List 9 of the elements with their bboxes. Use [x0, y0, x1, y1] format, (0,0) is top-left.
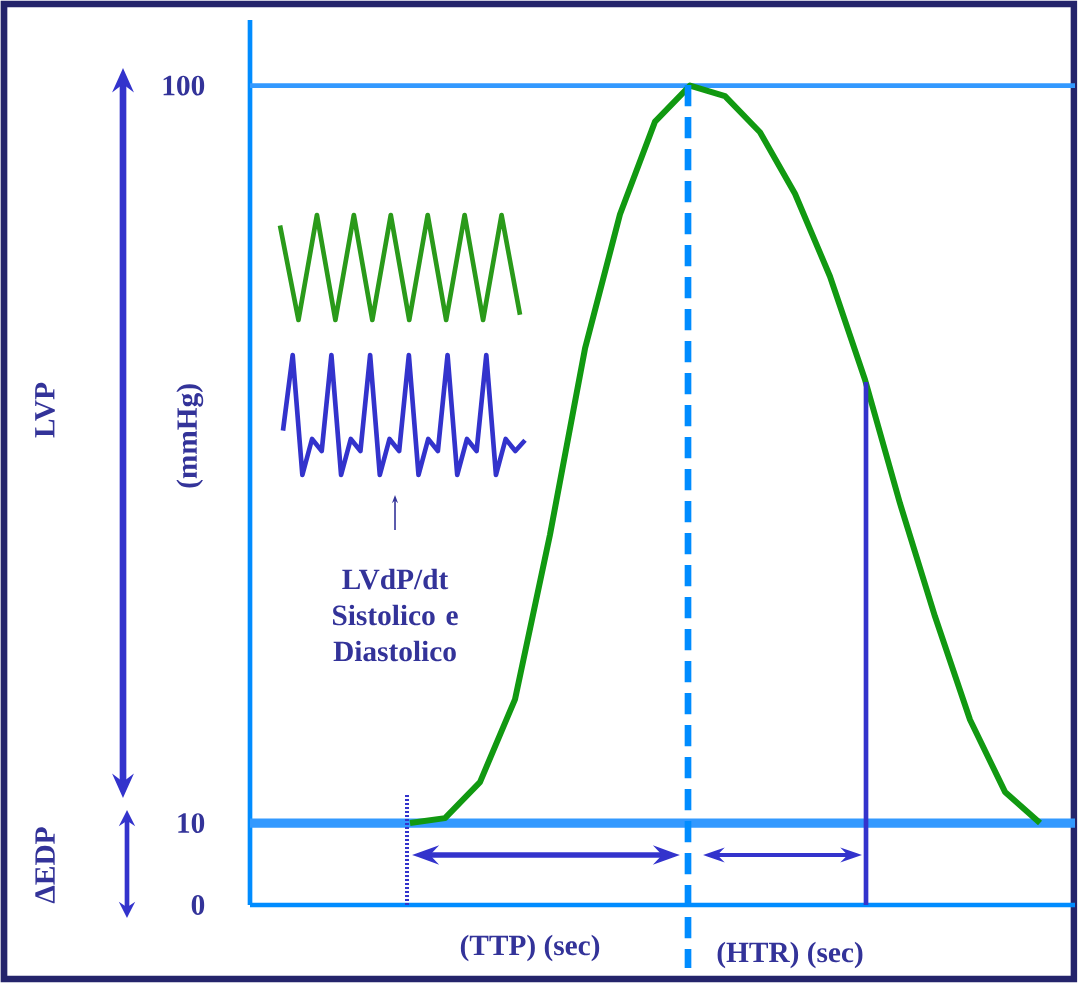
y-tick-label: 0: [191, 895, 205, 915]
text: LVP: [35, 382, 55, 438]
text: (HTR) (sec): [717, 941, 863, 969]
y-tick-label: 10: [178, 813, 205, 833]
annotation: LVdP/dt Sistolico e Diastolico: [333, 568, 458, 662]
text: (TTP) (sec): [460, 934, 600, 962]
y-axis-title: (mmHg): [176, 384, 204, 488]
y-tick-label: 100: [163, 75, 205, 96]
text: ΔEDP: [35, 827, 55, 904]
